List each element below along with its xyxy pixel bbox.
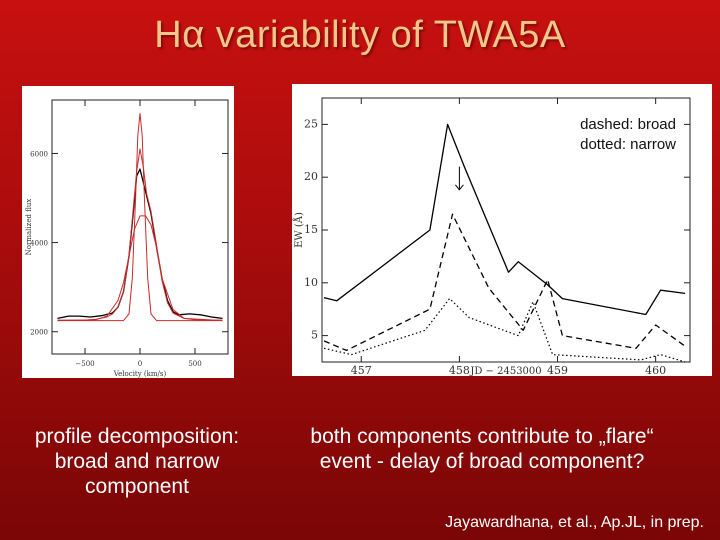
y-tick-label: 5 — [311, 329, 318, 342]
series-line-dashed — [323, 213, 686, 352]
ew-variability-plot: 457 458 459 460 5 10 15 20 25 JD − 2453000 EW (Å) d… — [292, 84, 712, 376]
x-axis-label: JD − 2453000 — [469, 366, 541, 376]
series-line-fit-sum — [57, 148, 223, 321]
x-tick-label: 0 — [138, 360, 142, 368]
annotation-arrow-head — [454, 184, 464, 191]
y-tick-label: 4000 — [30, 240, 48, 248]
legend-entry: dotted: narrow — [580, 136, 676, 153]
series-line-observed — [57, 168, 223, 320]
x-tick-label: 457 — [351, 364, 372, 376]
x-tick-label: 500 — [188, 360, 201, 368]
series-line-solid — [323, 123, 686, 316]
y-tick-label: 6000 — [30, 150, 48, 158]
y-axis-label: EW (Å) — [293, 212, 305, 248]
series-line-fit-narrow — [57, 112, 223, 322]
y-axis-label: Normalized flux — [25, 199, 33, 256]
citation: Jayawardhana, et al., Ap.JL, in prep. — [445, 514, 704, 531]
ew-plot-svg: 457 458 459 460 5 10 15 20 25 JD − 2453000 EW (Å) d… — [293, 97, 691, 376]
x-tick-label: 460 — [645, 364, 666, 376]
y-tick-label: 2000 — [30, 329, 48, 337]
series-line-fit-broad — [57, 215, 223, 322]
x-tick-label: −500 — [75, 360, 94, 368]
legend-entry: dashed: broad — [580, 116, 676, 133]
y-tick-label: 25 — [304, 117, 318, 130]
y-tick-label: 15 — [304, 223, 318, 236]
y-tick-label: 10 — [304, 276, 318, 289]
caption-profile-decomposition: profile decomposition: broad and narrow … — [34, 425, 240, 499]
x-tick-label: 459 — [547, 364, 568, 376]
slide-title: Hα variability of TWA5A — [154, 14, 566, 56]
series-line-dotted — [323, 298, 686, 363]
caption-flare-event: both components contribute to „flare“ ev… — [310, 425, 654, 474]
x-tick-label: 458 — [449, 364, 470, 376]
profile-plot-svg: −500 0 500 2000 4000 6000 Velocity (km/s) Norma… — [25, 99, 229, 378]
x-axis-label: Velocity (km/s) — [113, 370, 167, 378]
profile-decomposition-plot: −500 0 500 2000 4000 6000 Velocity (km/s) Norma… — [22, 86, 234, 378]
y-tick-label: 20 — [304, 170, 318, 183]
